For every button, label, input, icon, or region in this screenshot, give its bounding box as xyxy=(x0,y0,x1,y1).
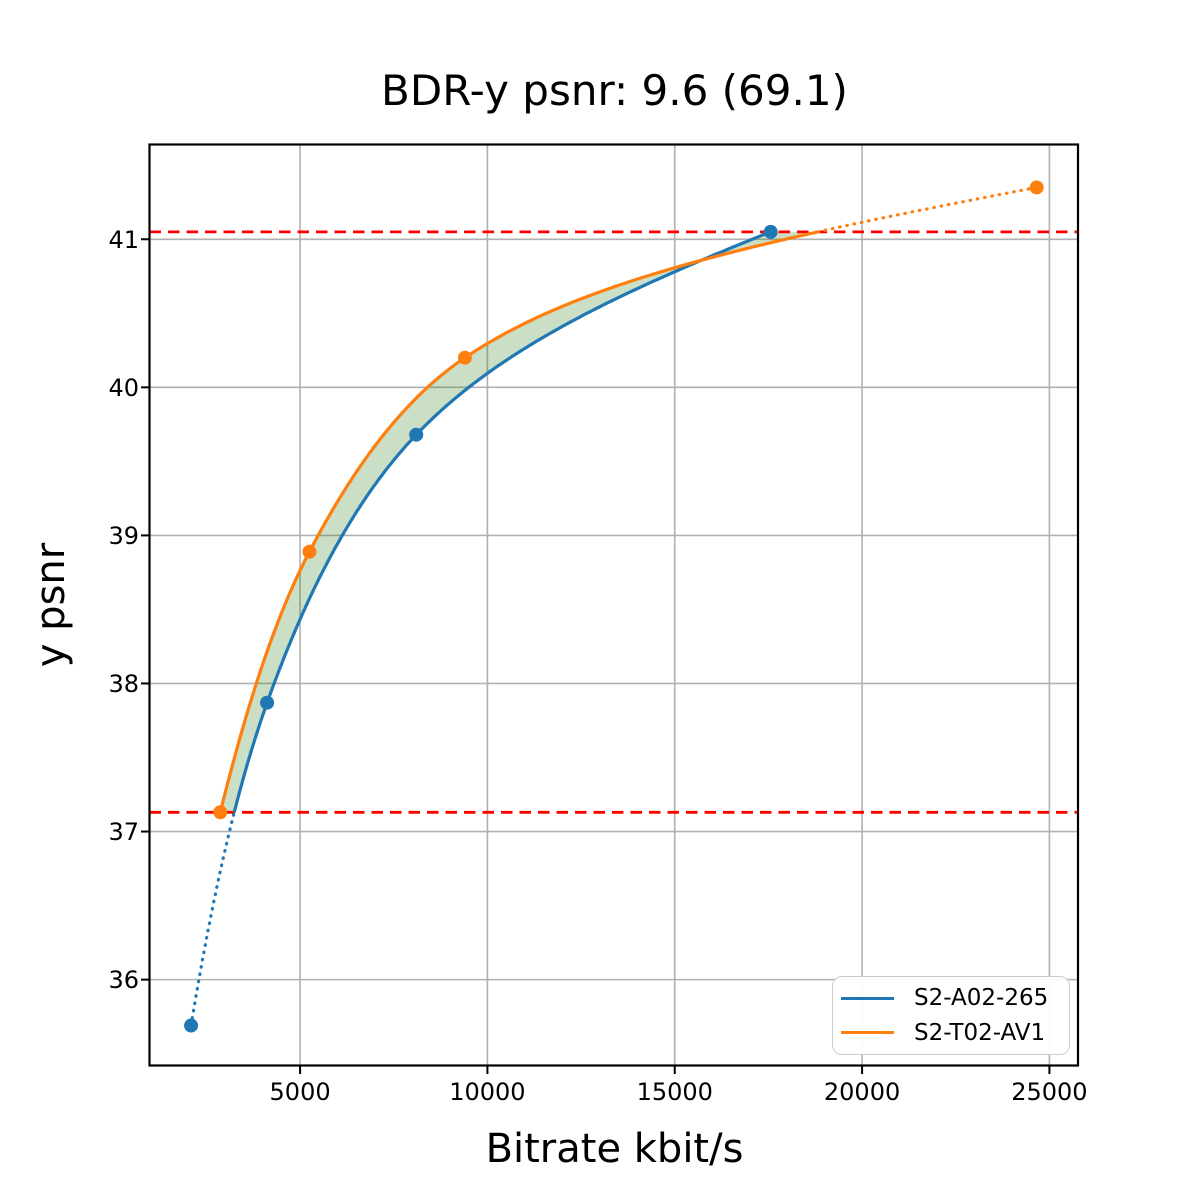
x-tick-label: 5000 xyxy=(270,1078,331,1106)
legend-entry: S2-A02-265 xyxy=(841,985,1069,1011)
curves xyxy=(189,185,1039,1028)
y-tick-label: 40 xyxy=(108,374,139,402)
legend-line-sample-blue xyxy=(841,996,894,1001)
data-point xyxy=(457,350,472,365)
y-tick-label: 36 xyxy=(108,966,139,994)
y-axis-label: y psnr xyxy=(28,542,74,668)
y-tick-label: 37 xyxy=(108,818,139,846)
y-tick-label: 38 xyxy=(108,670,139,698)
legend-label: S2-A02-265 xyxy=(914,985,1049,1012)
legend-entry: S2-T02-AV1 xyxy=(841,1020,1069,1046)
data-points xyxy=(184,180,1044,1033)
x-tick-label: 25000 xyxy=(1011,1078,1087,1106)
legend-label: S2-T02-AV1 xyxy=(914,1019,1046,1046)
series-curve xyxy=(232,230,772,813)
series-curve xyxy=(218,230,819,813)
chart-title: BDR-y psnr: 9.6 (69.1) xyxy=(381,66,848,115)
data-point xyxy=(302,544,317,559)
series-dotted-segment xyxy=(189,810,236,1028)
legend-line-sample-orange xyxy=(841,1030,894,1035)
x-tick-label: 15000 xyxy=(637,1078,713,1106)
x-tick-label: 10000 xyxy=(449,1078,525,1106)
bd-bound-lines xyxy=(149,230,1078,814)
data-point xyxy=(1029,180,1044,195)
axis-ticks: 5000 10000 15000 20000 25000 36 37 38 39 40 41 xyxy=(108,226,1087,1106)
shaded-region xyxy=(220,231,818,813)
data-point xyxy=(260,695,275,710)
plot-border xyxy=(148,143,1080,1067)
data-point xyxy=(213,805,228,820)
y-tick-label: 41 xyxy=(108,226,139,254)
data-point xyxy=(184,1018,199,1033)
legend: S2-A02-265 S2-T02-AV1 xyxy=(832,976,1070,1055)
y-tick-label: 39 xyxy=(108,522,139,550)
data-point xyxy=(763,224,778,239)
x-tick-label: 20000 xyxy=(824,1078,900,1106)
gridlines xyxy=(149,144,1078,1066)
x-axis-label: Bitrate kbit/s xyxy=(485,1126,744,1172)
series-dotted-segment xyxy=(816,185,1039,234)
data-point xyxy=(409,427,424,442)
